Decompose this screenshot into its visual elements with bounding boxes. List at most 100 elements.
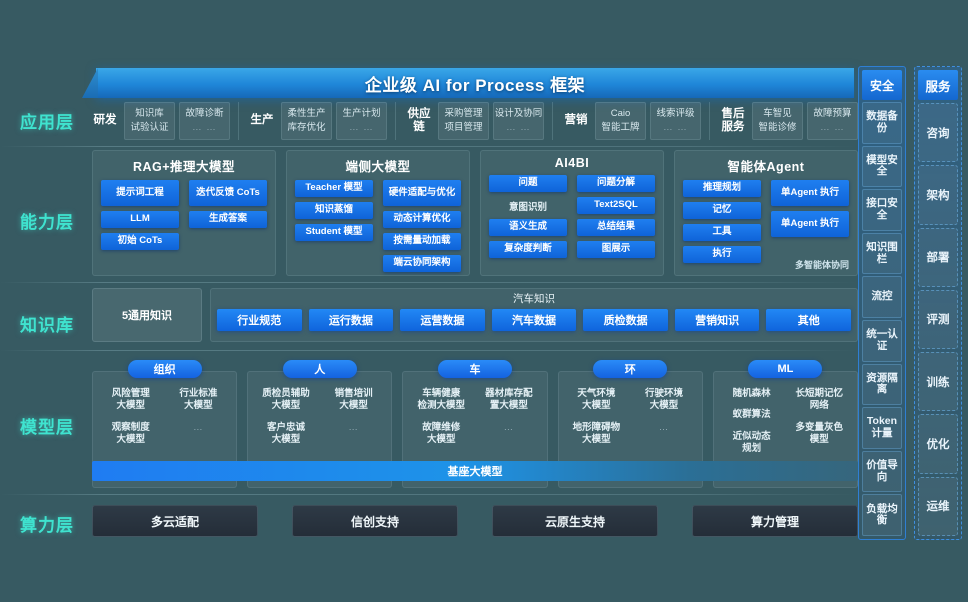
security-item[interactable]: 统一认证	[862, 319, 902, 362]
model-card-column: 质检员辅助 大模型 客户忠诚 大模型	[254, 386, 318, 481]
model-card-pill[interactable]: 环	[593, 360, 668, 378]
model-item[interactable]: 近似动态 规划	[732, 430, 771, 455]
model-item[interactable]: …	[193, 421, 204, 433]
model-item[interactable]: 车辆健康 检测大模型	[417, 388, 465, 412]
capability-node[interactable]: 推理规划	[683, 180, 761, 197]
model-card-pill[interactable]: 人	[282, 360, 357, 378]
security-item[interactable]: 价值导向	[862, 450, 902, 493]
capability-node[interactable]: 硬件适配与优化	[383, 180, 461, 206]
capability-node[interactable]: 提示词工程	[101, 180, 179, 206]
capability-node[interactable]: 按需量动加载	[383, 233, 461, 250]
model-item[interactable]: 销售培训 大模型	[334, 388, 373, 412]
model-item[interactable]: 质检员辅助 大模型	[262, 388, 310, 412]
model-item[interactable]: 故障维修 大模型	[422, 421, 461, 446]
compute-box[interactable]: 算力管理	[692, 505, 858, 537]
service-item[interactable]: 优化	[918, 414, 958, 474]
model-card-column: 器材库存配 置大模型 …	[477, 386, 541, 481]
service-item[interactable]: 运维	[918, 476, 958, 536]
model-item[interactable]: 随机森林	[732, 388, 771, 399]
service-item[interactable]: 架构	[918, 165, 958, 225]
model-item[interactable]: 长短期记忆 网络	[795, 388, 843, 412]
security-item[interactable]: 数据备份	[862, 102, 902, 144]
compute-box[interactable]: 云原生支持	[492, 505, 658, 537]
capability-node[interactable]: 动态计算优化	[383, 211, 461, 228]
knowledge-chip[interactable]: 运行数据	[308, 309, 394, 331]
security-item[interactable]: 资源隔离	[862, 363, 902, 406]
capability-card: 端侧大模型 Teacher 模型 知识蒸馏 Student 模型 硬件适配与优化 动态计算…	[286, 150, 470, 276]
capability-node[interactable]: 语义生成	[489, 219, 567, 236]
application-cell[interactable]: 故障预算 … …	[807, 102, 858, 140]
service-item[interactable]: 训练	[918, 352, 958, 412]
model-item[interactable]: …	[348, 421, 359, 433]
capability-node[interactable]: 意图识别	[508, 201, 547, 213]
capability-node[interactable]: 迭代反馈 CoTs	[189, 180, 267, 206]
knowledge-general-box[interactable]: 5通用知识	[92, 288, 202, 342]
application-cell[interactable]: 知识库 试验认证	[124, 102, 175, 140]
divider-capability	[0, 282, 858, 283]
capability-node[interactable]: 执行	[683, 246, 761, 263]
model-card-pill[interactable]: 组织	[127, 360, 202, 378]
capability-node[interactable]: 单Agent 执行	[771, 211, 849, 237]
security-item[interactable]: 流控	[862, 276, 902, 318]
model-item[interactable]: 行业标准 大模型	[179, 388, 218, 412]
security-item[interactable]: 模型安全	[862, 145, 902, 188]
capability-node[interactable]: 图展示	[577, 241, 655, 258]
compute-box[interactable]: 多云适配	[92, 505, 258, 537]
capability-node[interactable]: 记忆	[683, 202, 761, 219]
capability-node[interactable]: 复杂度判断	[489, 241, 567, 258]
model-item[interactable]: …	[814, 455, 825, 467]
application-cell[interactable]: 柔性生产 库存优化	[281, 102, 332, 140]
capability-node[interactable]: LLM	[101, 211, 179, 228]
service-item[interactable]: 评测	[918, 289, 958, 350]
knowledge-chip[interactable]: 质检数据	[583, 309, 668, 331]
capability-node[interactable]: 问题分解	[577, 175, 655, 192]
model-card-pill[interactable]: ML	[748, 360, 823, 378]
capability-node[interactable]: 初始 CoTs	[101, 233, 179, 250]
capability-node[interactable]: Text2SQL	[577, 197, 655, 214]
application-cell[interactable]: 采购管理 项目管理	[438, 102, 489, 140]
model-item[interactable]: 地形障碍物 大模型	[572, 421, 621, 446]
security-item[interactable]: 知识围栏	[862, 232, 902, 275]
capability-node[interactable]: 总结结果	[577, 219, 655, 236]
model-item[interactable]: 行驶环境 大模型	[645, 388, 684, 412]
model-card-pill[interactable]: 车	[438, 360, 512, 378]
model-item[interactable]: …	[503, 421, 515, 433]
capability-node[interactable]: 单Agent 执行	[771, 180, 849, 206]
knowledge-chip[interactable]: 汽车数据	[491, 309, 577, 331]
compute-box[interactable]: 信创支持	[292, 505, 458, 537]
security-item[interactable]: 负载均衡	[862, 494, 902, 536]
model-item[interactable]: 蚁群算法	[732, 409, 771, 421]
knowledge-chip[interactable]: 营销知识	[674, 309, 760, 331]
service-column-header[interactable]: 服务	[918, 70, 958, 100]
application-cell[interactable]: 车智见 智能诊修	[752, 102, 803, 140]
base-model-bar[interactable]: 基座大模型	[92, 461, 858, 481]
model-item[interactable]: 观察制度 大模型	[111, 421, 150, 446]
application-cell[interactable]: 设计及协同 … …	[493, 102, 544, 140]
application-cell[interactable]: 故障诊断 … …	[179, 102, 230, 140]
capability-node[interactable]: 生成答案	[189, 211, 267, 228]
model-item[interactable]: 风险管理 大模型	[111, 388, 150, 412]
application-cell[interactable]: 生产计划 … …	[336, 102, 387, 140]
model-item[interactable]: …	[658, 421, 670, 433]
security-item[interactable]: Token计量	[862, 407, 902, 449]
capability-node[interactable]: 问题	[489, 175, 567, 192]
model-item[interactable]: 客户忠诚 大模型	[267, 421, 306, 446]
capability-node[interactable]: Student 模型	[295, 224, 373, 241]
model-item[interactable]: 天气环境 大模型	[577, 388, 616, 412]
security-column-header[interactable]: 安全	[862, 70, 902, 100]
service-item[interactable]: 部署	[918, 227, 958, 287]
capability-node[interactable]: 端云协同架构	[383, 255, 461, 272]
capability-node[interactable]: Teacher 模型	[295, 180, 373, 197]
capability-node[interactable]: 工具	[683, 224, 761, 241]
layer-label-2: 知识库	[20, 316, 74, 335]
knowledge-chip[interactable]: 行业规范	[217, 309, 302, 331]
service-item[interactable]: 咨询	[918, 103, 958, 163]
security-item[interactable]: 接口安全	[862, 189, 902, 231]
knowledge-chip[interactable]: 其他	[766, 309, 852, 331]
knowledge-chip[interactable]: 运营数据	[400, 309, 485, 331]
model-item[interactable]: 器材库存配 置大模型	[485, 388, 533, 412]
capability-node[interactable]: 知识蒸馏	[295, 202, 373, 219]
model-item[interactable]: 多变量灰色 模型	[795, 421, 843, 446]
application-cell[interactable]: 线索评级 … …	[650, 102, 701, 140]
application-cell[interactable]: Caio 智能工牌	[595, 102, 646, 140]
